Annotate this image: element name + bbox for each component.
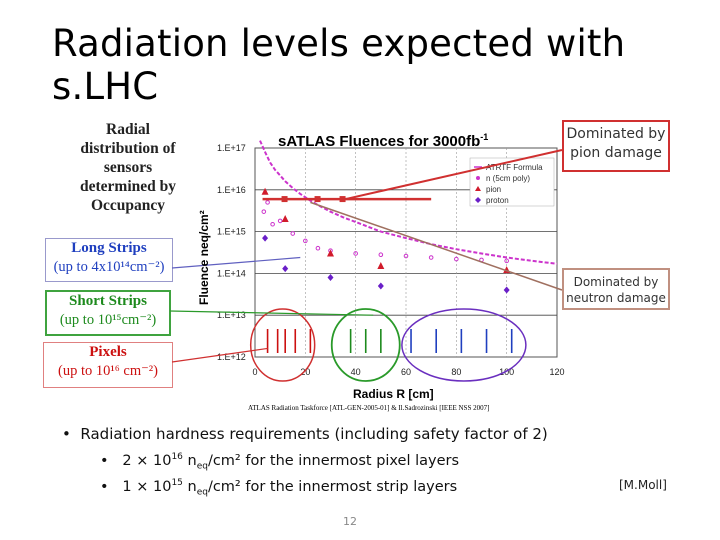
bullet-list: • Radiation hardness requirements (inclu… — [62, 425, 548, 451]
x-tick-label: 0 — [252, 367, 257, 377]
x-tick-label: 60 — [401, 367, 411, 377]
x-tick-label: 80 — [451, 367, 461, 377]
annotation-line: Dominated by — [573, 275, 659, 289]
short-strips-range: (up to 10¹⁵cm⁻²) — [59, 312, 157, 328]
legend-swatch — [475, 197, 481, 203]
x-tick-label: 100 — [499, 367, 514, 377]
legend-swatch — [476, 176, 480, 180]
y-tick-label: 1.E+17 — [217, 143, 246, 153]
neutron-annotation-arrow — [310, 201, 563, 291]
annotation-line: Dominated by — [566, 126, 666, 142]
left-caption: Radial distribution of sensors determine… — [58, 120, 198, 215]
pixels-range: (up to 10¹⁶ cm⁻²) — [58, 363, 158, 379]
proton-point — [262, 234, 269, 242]
neutron-point — [270, 221, 275, 227]
pion-region-mark — [314, 196, 321, 203]
neutron-point — [403, 253, 409, 259]
x-tick-label: 40 — [351, 367, 361, 377]
bullet-main-text: Radiation hardness requirements (includi… — [80, 425, 548, 443]
long-strips-box: Long Strips (up to 4x10¹⁴cm⁻²) — [45, 238, 173, 282]
proton-point — [377, 282, 384, 290]
caption-line: determined by — [79, 178, 176, 195]
neutron-point — [265, 200, 270, 205]
series-line-atrtf — [259, 140, 558, 265]
legend-label: ATRTF Formula — [486, 163, 543, 172]
pixels-arrow — [171, 347, 268, 363]
short-strips-box: Short Strips (up to 10¹⁵cm⁻²) — [45, 290, 171, 336]
short-strips-title: Short Strips — [69, 293, 147, 309]
y-tick-label: 1.E+13 — [217, 310, 246, 320]
short-strips-arrow — [169, 310, 374, 316]
neutron-damage-annotation: Dominated by neutron damage — [562, 268, 670, 310]
long-strips-range: (up to 4x10¹⁴cm⁻²) — [53, 259, 165, 275]
long-strips-title: Long Strips — [71, 240, 147, 256]
neutron-point — [428, 255, 434, 260]
legend-label: pion — [486, 185, 501, 194]
slide-title: Radiation levels expected with s.LHC — [52, 22, 626, 108]
annotation-line: neutron damage — [566, 291, 666, 305]
x-tick-label: 20 — [300, 367, 310, 377]
short-strip-region-ellipse — [330, 308, 401, 382]
proton-point — [327, 273, 334, 281]
legend-swatch — [475, 186, 481, 191]
caption-line: Occupancy — [90, 197, 166, 214]
legend-box — [469, 157, 555, 207]
annotation-line: pion damage — [570, 145, 662, 161]
y-tick-label: 1.E+16 — [217, 185, 246, 195]
neutron-point — [277, 218, 283, 224]
bullet-sub-pixel: • 2 × 1016 neq/cm² for the innermost pix… — [100, 452, 460, 472]
y-axis-label: Fluence neq/cm² — [197, 210, 211, 305]
pion-point — [261, 187, 269, 195]
legend-label: proton — [486, 196, 509, 205]
neutron-point — [378, 252, 384, 258]
pion-region-mark — [339, 196, 346, 203]
neutron-point — [353, 251, 358, 256]
proton-point — [282, 265, 289, 273]
neutron-point — [504, 258, 509, 264]
pion-annotation-arrow — [345, 149, 563, 201]
x-tick-label: 120 — [549, 367, 564, 377]
neutron-point — [315, 245, 321, 251]
neutron-point — [290, 231, 296, 236]
y-tick-label: 1.E+12 — [217, 352, 246, 362]
long-strips-arrow — [171, 256, 301, 269]
caption-line: Radial — [106, 121, 150, 138]
pixels-box: Pixels (up to 10¹⁶ cm⁻²) — [43, 342, 173, 388]
long-strip-region-ellipse — [401, 308, 527, 382]
pixel-region-ellipse — [249, 308, 316, 382]
neutron-point — [261, 209, 267, 214]
x-axis-label: Radius R [cm] — [353, 387, 434, 401]
y-tick-label: 1.E+15 — [217, 227, 246, 237]
pion-region-mark — [281, 196, 288, 203]
page-number: 12 — [343, 515, 357, 528]
y-tick-label: 1.E+14 — [217, 268, 246, 278]
pion-damage-annotation: Dominated by pion damage — [562, 120, 670, 172]
proton-point — [503, 286, 510, 294]
bullet-main: • Radiation hardness requirements (inclu… — [62, 425, 548, 443]
bullet-sub-strip: • 1 × 1015 neq/cm² for the innermost str… — [100, 478, 458, 498]
credit-text: [M.Moll] — [619, 478, 667, 492]
neutron-point — [303, 238, 308, 244]
legend-label: n (5cm poly) — [486, 174, 530, 183]
caption-line: distribution of — [80, 140, 176, 157]
neutron-point — [454, 256, 459, 262]
pion-point — [281, 215, 289, 223]
pion-point — [327, 249, 334, 257]
pion-point — [377, 262, 385, 270]
caption-line: sensors — [103, 159, 153, 176]
chart-title: sATLAS Fluences for 3000fb-1 — [278, 132, 488, 150]
source-note: ATLAS Radiation Taskforce [ATL-GEN-2005-… — [248, 404, 489, 412]
pixels-title: Pixels — [89, 344, 127, 360]
